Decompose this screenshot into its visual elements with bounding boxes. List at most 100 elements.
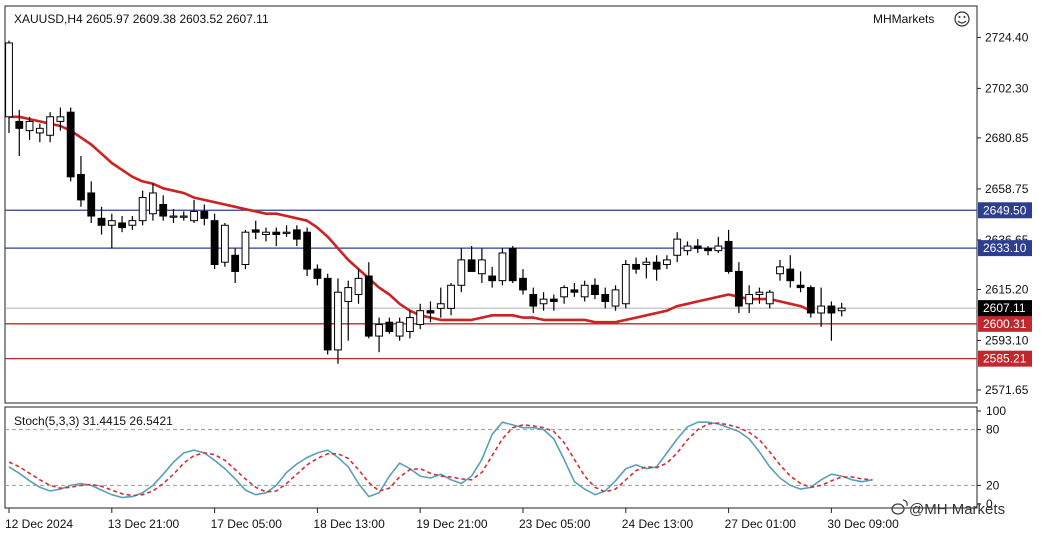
candle-body [282, 231, 291, 234]
candle-body [621, 264, 630, 305]
stoch-tick-label: 20 [986, 478, 1000, 492]
candle [251, 220, 260, 240]
candle-body [406, 317, 414, 332]
candles-layer [5, 40, 846, 364]
candle-body [323, 277, 332, 351]
candle [200, 204, 209, 226]
candle [292, 225, 301, 247]
candle-body [508, 247, 517, 282]
stochastic-axis[interactable]: 100 80 20 0 [977, 404, 1006, 511]
brand-label: MHMarkets [873, 12, 934, 26]
candle [220, 222, 229, 267]
candle [364, 262, 373, 339]
candle [776, 259, 784, 281]
stoch-tick-label: 0 [986, 497, 993, 511]
candle [46, 112, 55, 143]
candle [683, 241, 692, 256]
stochastic-title: Stoch(5,3,3) 31.4415 26.5421 [14, 414, 173, 428]
candle [734, 262, 743, 313]
stoch-signal-line [8, 422, 873, 497]
candle [149, 183, 157, 221]
time-tick-label: 19 Dec 21:00 [416, 517, 488, 531]
candle-body [344, 287, 353, 302]
candle-body [663, 259, 671, 266]
candle-body [601, 294, 610, 302]
weibo-icon [891, 499, 908, 515]
candle [765, 289, 774, 309]
candle-body [128, 220, 137, 226]
level-price-tag [978, 202, 1032, 219]
candle-body [375, 324, 383, 337]
candle-body [149, 192, 157, 215]
candle-body [693, 245, 702, 249]
candle-body [395, 321, 404, 337]
candle [827, 301, 836, 341]
candle [580, 280, 589, 302]
price-tick-label: 2615.20 [985, 282, 1029, 296]
candle-body [46, 116, 55, 136]
level-price-tag [978, 240, 1032, 257]
candle [447, 282, 455, 316]
candle-body [364, 275, 373, 337]
candle [601, 287, 610, 309]
time-axis[interactable]: 12 Dec 2024 13 Dec 21:00 17 Dec 05:00 18 De… [5, 508, 899, 531]
candle-body [292, 229, 301, 240]
candle [179, 211, 188, 221]
candle [375, 317, 383, 353]
candle [334, 278, 342, 364]
candle [385, 317, 394, 334]
candle-body [416, 310, 425, 326]
candle-body [734, 270, 743, 307]
price-tick-label: 2571.65 [985, 383, 1029, 397]
candle-body [5, 42, 13, 118]
candle-body [683, 245, 692, 252]
candle [488, 266, 497, 288]
candle-body [611, 289, 620, 307]
candle-body [303, 231, 312, 270]
candle-body [107, 220, 116, 226]
candle-body [272, 231, 281, 236]
candle [282, 225, 291, 237]
candle [806, 285, 815, 318]
candle-body [776, 266, 784, 275]
candle-body [673, 238, 682, 256]
candle [632, 257, 640, 274]
time-tick-label: 30 Dec 09:00 [827, 517, 899, 531]
price-tick-label: 2702.30 [985, 81, 1029, 95]
candle-body [436, 303, 445, 309]
candle [786, 255, 795, 288]
candle-body [549, 298, 558, 302]
stochastic-pane[interactable] [4, 406, 978, 509]
price-axis[interactable]: 2724.402702.302680.852658.752636.652615.… [977, 30, 1032, 397]
candle [837, 302, 846, 317]
candle [344, 280, 353, 341]
candle [169, 209, 178, 223]
time-tick-label: 23 Dec 05:00 [519, 517, 591, 531]
candle [395, 317, 404, 341]
candle [313, 264, 322, 286]
candle-body [786, 268, 795, 282]
candle-body [827, 305, 836, 314]
candle [704, 246, 712, 256]
candle-body [169, 215, 178, 218]
candle [77, 156, 85, 207]
candle-body [354, 277, 363, 296]
candle-body [591, 284, 599, 296]
candle [354, 269, 363, 304]
candle [323, 273, 332, 355]
level-price-label: 2649.50 [983, 203, 1027, 217]
candle [457, 248, 466, 293]
candle-body [560, 287, 569, 298]
candle [539, 292, 548, 311]
candle-body [262, 231, 270, 236]
candle-body [704, 247, 712, 252]
candle-body [755, 291, 764, 296]
candle [241, 229, 250, 270]
candle-body [87, 192, 96, 217]
stoch-main-line [8, 421, 873, 499]
candle-body [241, 231, 250, 266]
candle-body [447, 284, 455, 309]
candle-body [210, 220, 219, 266]
